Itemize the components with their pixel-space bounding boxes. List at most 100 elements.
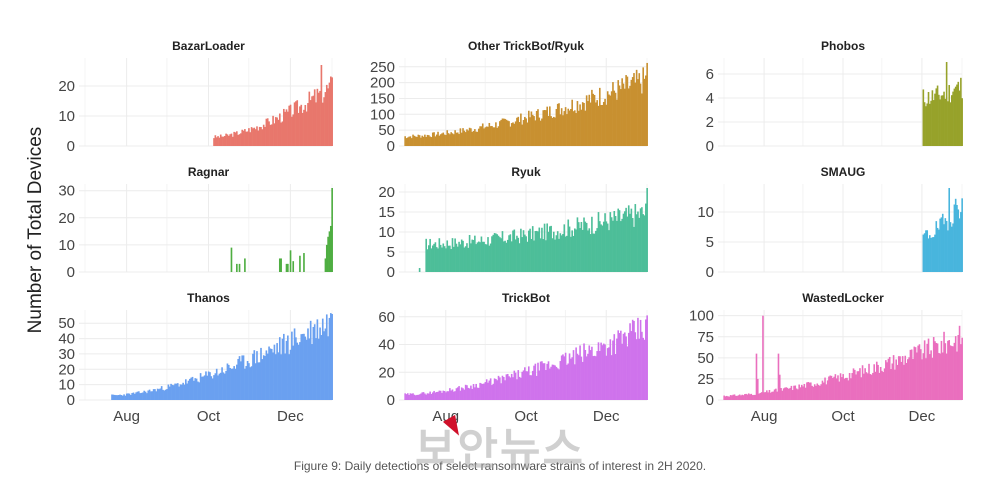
bar (537, 109, 539, 146)
bar (546, 223, 549, 272)
bar (848, 372, 851, 400)
bar (589, 102, 592, 146)
bar (504, 380, 506, 400)
bar (483, 128, 485, 146)
bar (205, 371, 207, 400)
bar (605, 104, 608, 146)
bar (449, 388, 451, 400)
bar (554, 117, 556, 146)
bar (877, 364, 879, 400)
bar (447, 391, 450, 400)
bar (919, 349, 922, 400)
bar (138, 391, 140, 400)
y-tick-label: 150 (370, 90, 395, 107)
bar (612, 340, 614, 400)
bar (121, 395, 124, 400)
bar (539, 238, 542, 272)
panel-trickbot: 0 20 40 60 TrickBot Aug Oct Dec (378, 291, 648, 425)
bar (574, 228, 576, 272)
bar (431, 245, 434, 272)
bar (618, 210, 621, 272)
bar (949, 102, 952, 146)
bar (593, 95, 596, 146)
bar (626, 346, 629, 400)
bar (542, 363, 545, 400)
bar (631, 218, 634, 272)
bar (462, 240, 464, 272)
bar (935, 88, 938, 146)
bar (646, 62, 648, 146)
bar (151, 391, 154, 400)
bar (626, 216, 629, 272)
bar (545, 370, 547, 400)
bar (724, 396, 727, 400)
bar (900, 361, 903, 400)
bar (576, 101, 579, 146)
bar (931, 237, 934, 272)
bar (853, 369, 856, 400)
bar (596, 351, 598, 400)
bar (409, 393, 412, 400)
bar (947, 230, 949, 272)
bar (296, 100, 299, 146)
bar (574, 110, 576, 146)
bar (323, 97, 325, 146)
bar (830, 375, 833, 400)
bar (491, 236, 493, 272)
bar (489, 378, 492, 400)
bar (480, 383, 483, 400)
y-tick-label: 0 (67, 392, 75, 409)
bar (215, 137, 218, 146)
y-tick-label: 20 (58, 210, 75, 227)
bar (525, 371, 527, 400)
bar (505, 242, 508, 272)
bar (604, 344, 606, 400)
bar (581, 102, 584, 146)
bar (182, 382, 184, 400)
bar (495, 233, 497, 272)
bar (533, 116, 535, 146)
bar (887, 358, 890, 400)
bar (927, 338, 930, 400)
bar (602, 343, 605, 400)
bar (518, 376, 521, 400)
bar (273, 123, 276, 146)
bar (475, 383, 477, 400)
bar (410, 393, 413, 400)
bar (234, 368, 237, 400)
bar (458, 386, 460, 400)
bar (162, 389, 164, 400)
bar (638, 73, 641, 146)
bar (300, 334, 303, 400)
bar (299, 255, 301, 272)
bar (471, 239, 474, 272)
bar (562, 115, 564, 146)
bar (616, 220, 618, 272)
bar (312, 95, 315, 146)
y-tick-label: 0 (706, 264, 714, 281)
bar (961, 198, 963, 272)
bar (497, 126, 500, 146)
y-tick-label: 100 (370, 106, 395, 123)
panel-title: Other TrickBot/Ryuk (468, 39, 584, 53)
bar (570, 236, 572, 272)
bar (150, 391, 152, 400)
bar (957, 209, 960, 272)
bar (281, 338, 284, 400)
bar (301, 333, 304, 400)
bar (470, 385, 472, 400)
bar (923, 102, 926, 146)
bar (927, 238, 930, 272)
y-tick-label: 10 (697, 204, 714, 221)
bar (508, 376, 510, 400)
bar (474, 387, 476, 400)
bar (516, 235, 518, 272)
bar (510, 123, 513, 146)
bar (614, 354, 617, 400)
bar (564, 236, 567, 272)
bar (738, 394, 741, 400)
bar (945, 353, 948, 400)
bar (725, 395, 728, 400)
bar (309, 320, 312, 400)
bar (546, 363, 549, 400)
